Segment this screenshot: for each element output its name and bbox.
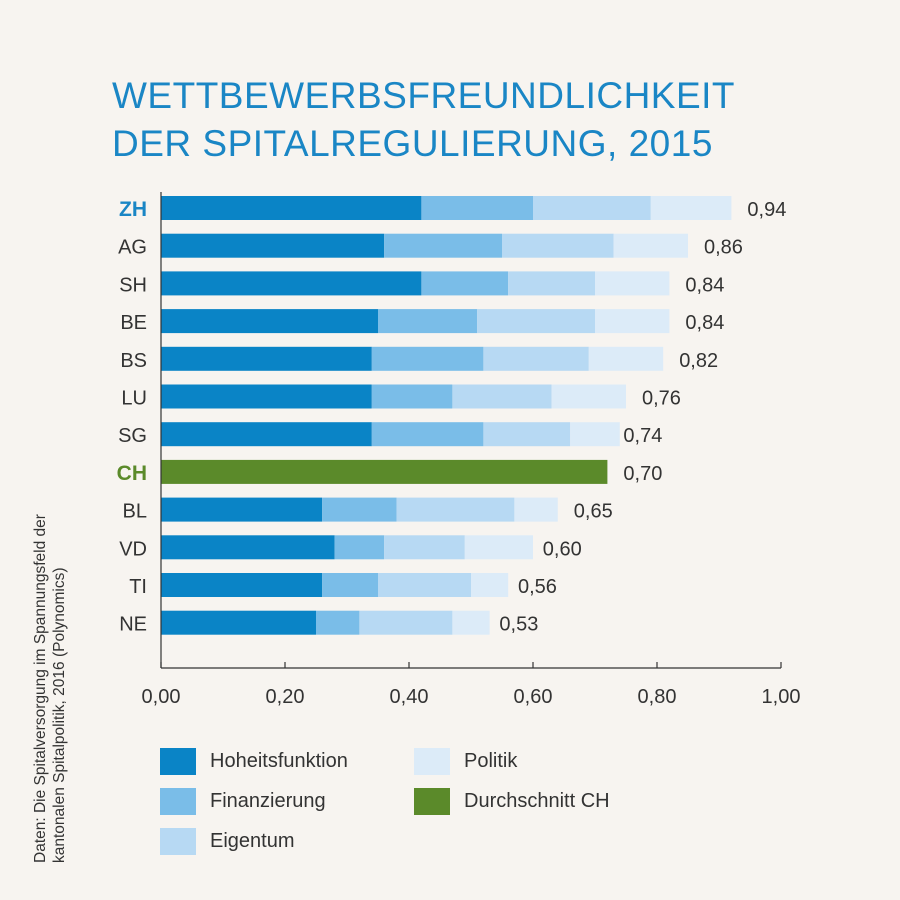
category-label-ti: TI: [129, 576, 147, 598]
bar-bs-hoheitsfunktion: [161, 346, 372, 371]
bar-ne-hoheitsfunktion: [161, 610, 316, 635]
value-label-ch: 0,70: [623, 463, 662, 485]
bar-ag-hoheitsfunktion: [161, 233, 385, 258]
category-label-sg: SG: [118, 425, 147, 447]
value-label-ag: 0,86: [704, 237, 743, 259]
x-tick-label-2: 0,40: [390, 686, 429, 708]
bar-bs-finanzierung: [371, 346, 484, 371]
bar-ne-politik: [452, 610, 490, 635]
category-label-ch: CH: [117, 462, 147, 485]
value-label-bl: 0,65: [574, 501, 613, 523]
value-label-ti: 0,56: [518, 576, 557, 598]
legend-label-eigentum: Eigentum: [210, 829, 295, 852]
bar-bl-politik: [514, 497, 558, 522]
bar-zh-finanzierung: [421, 196, 533, 220]
source-line-1: Daten: Die Spitalversorgung im Spannungs…: [32, 514, 49, 863]
x-tick-label-4: 0,80: [638, 686, 677, 708]
bar-be-politik: [595, 309, 670, 334]
bar-ne-eigentum: [359, 610, 453, 635]
value-label-be: 0,84: [685, 312, 724, 334]
data-source-note: Daten: Die Spitalversorgung im Spannungs…: [31, 423, 69, 863]
legend-item-durchschnitt-ch: Durchschnitt CH: [414, 786, 610, 816]
bar-bl-eigentum: [396, 497, 515, 522]
bar-bl-finanzierung: [322, 497, 397, 522]
category-label-be: BE: [120, 312, 147, 334]
bar-sh-eigentum: [508, 271, 595, 296]
x-tick-label-0: 0,00: [142, 686, 181, 708]
category-label-lu: LU: [121, 388, 147, 410]
x-tick-label-3: 0,60: [514, 686, 553, 708]
legend-item-politik: Politik: [414, 746, 517, 776]
legend-swatch-eigentum: [160, 827, 196, 855]
category-label-sh: SH: [119, 274, 147, 296]
bar-ag-politik: [613, 233, 688, 258]
bar-bs-politik: [588, 346, 664, 371]
bar-ti-finanzierung: [322, 573, 378, 597]
bar-bs-eigentum: [483, 346, 589, 371]
category-label-vd: VD: [119, 538, 147, 560]
bar-ch-durchschnitt-ch: [161, 459, 608, 484]
value-label-sh: 0,84: [685, 274, 724, 296]
legend-swatch-politik: [414, 747, 450, 775]
bar-sh-hoheitsfunktion: [161, 271, 422, 296]
x-tick-label-5: 1,00: [762, 686, 801, 708]
category-label-bl: BL: [123, 501, 147, 523]
value-label-lu: 0,76: [642, 388, 681, 410]
chart-title-line-2: DER SPITALREGULIERUNG, 2015: [112, 123, 713, 164]
legend-swatch-durchschnitt-ch: [414, 787, 450, 815]
bar-vd-hoheitsfunktion: [161, 535, 335, 560]
bar-sg-hoheitsfunktion: [161, 422, 372, 447]
value-label-bs: 0,82: [679, 350, 718, 372]
value-label-vd: 0,60: [543, 538, 582, 560]
bar-ag-eigentum: [502, 233, 614, 258]
legend-label-finanzierung: Finanzierung: [210, 789, 326, 812]
bar-ti-eigentum: [378, 573, 471, 597]
bar-zh-politik: [650, 196, 732, 220]
legend-label-hoheitsfunktion: Hoheitsfunktion: [210, 749, 348, 772]
value-label-zh: 0,94: [747, 199, 786, 221]
bar-zh-hoheitsfunktion: [161, 196, 422, 220]
chart-legend: Hoheitsfunktion Finanzierung Eigentum Po…: [160, 746, 720, 866]
bar-lu-hoheitsfunktion: [161, 384, 372, 409]
category-label-zh: ZH: [119, 198, 147, 221]
category-label-ne: NE: [119, 614, 147, 636]
legend-label-durchschnitt-ch: Durchschnitt CH: [464, 789, 610, 812]
bar-ti-hoheitsfunktion: [161, 573, 323, 597]
source-line-2: kantonalen Spitalpolitik, 2016 (Polynomi…: [51, 567, 68, 863]
category-label-bs: BS: [120, 350, 147, 372]
bar-ti-politik: [471, 573, 509, 597]
bar-be-finanzierung: [378, 309, 478, 334]
bar-ne-finanzierung: [316, 610, 360, 635]
category-label-ag: AG: [118, 237, 147, 259]
x-tick-label-1: 0,20: [266, 686, 305, 708]
legend-item-hoheitsfunktion: Hoheitsfunktion: [160, 746, 348, 776]
bar-ag-finanzierung: [384, 233, 502, 258]
bar-zh-eigentum: [533, 196, 651, 220]
bar-sg-politik: [570, 422, 620, 447]
legend-item-finanzierung: Finanzierung: [160, 786, 326, 816]
chart-title-line-1: WETTBEWERBSFREUNDLICHKEIT: [112, 75, 736, 116]
bar-be-eigentum: [477, 309, 595, 334]
chart-title: WETTBEWERBSFREUNDLICHKEIT DER SPITALREGU…: [112, 72, 872, 168]
bar-lu-eigentum: [452, 384, 552, 409]
bar-lu-politik: [551, 384, 626, 409]
legend-swatch-finanzierung: [160, 787, 196, 815]
bar-sh-politik: [595, 271, 670, 296]
bar-lu-finanzierung: [371, 384, 453, 409]
bar-bl-hoheitsfunktion: [161, 497, 323, 522]
value-label-sg: 0,74: [623, 425, 662, 447]
bar-vd-finanzierung: [334, 535, 385, 560]
bar-sg-eigentum: [483, 422, 571, 447]
legend-item-eigentum: Eigentum: [160, 826, 295, 856]
bar-sh-finanzierung: [421, 271, 509, 296]
bar-vd-eigentum: [384, 535, 465, 560]
bar-vd-politik: [464, 535, 533, 560]
legend-label-politik: Politik: [464, 749, 518, 772]
bar-be-hoheitsfunktion: [161, 309, 378, 334]
legend-swatch-hoheitsfunktion: [160, 747, 196, 775]
stacked-bar-chart: ZH 0,94 AG 0,86 SH 0,84 BE 0,84 BS 0,82 LU 0,76 SG 0,…: [117, 192, 801, 708]
bar-sg-finanzierung: [371, 422, 484, 447]
value-label-ne: 0,53: [499, 614, 538, 636]
